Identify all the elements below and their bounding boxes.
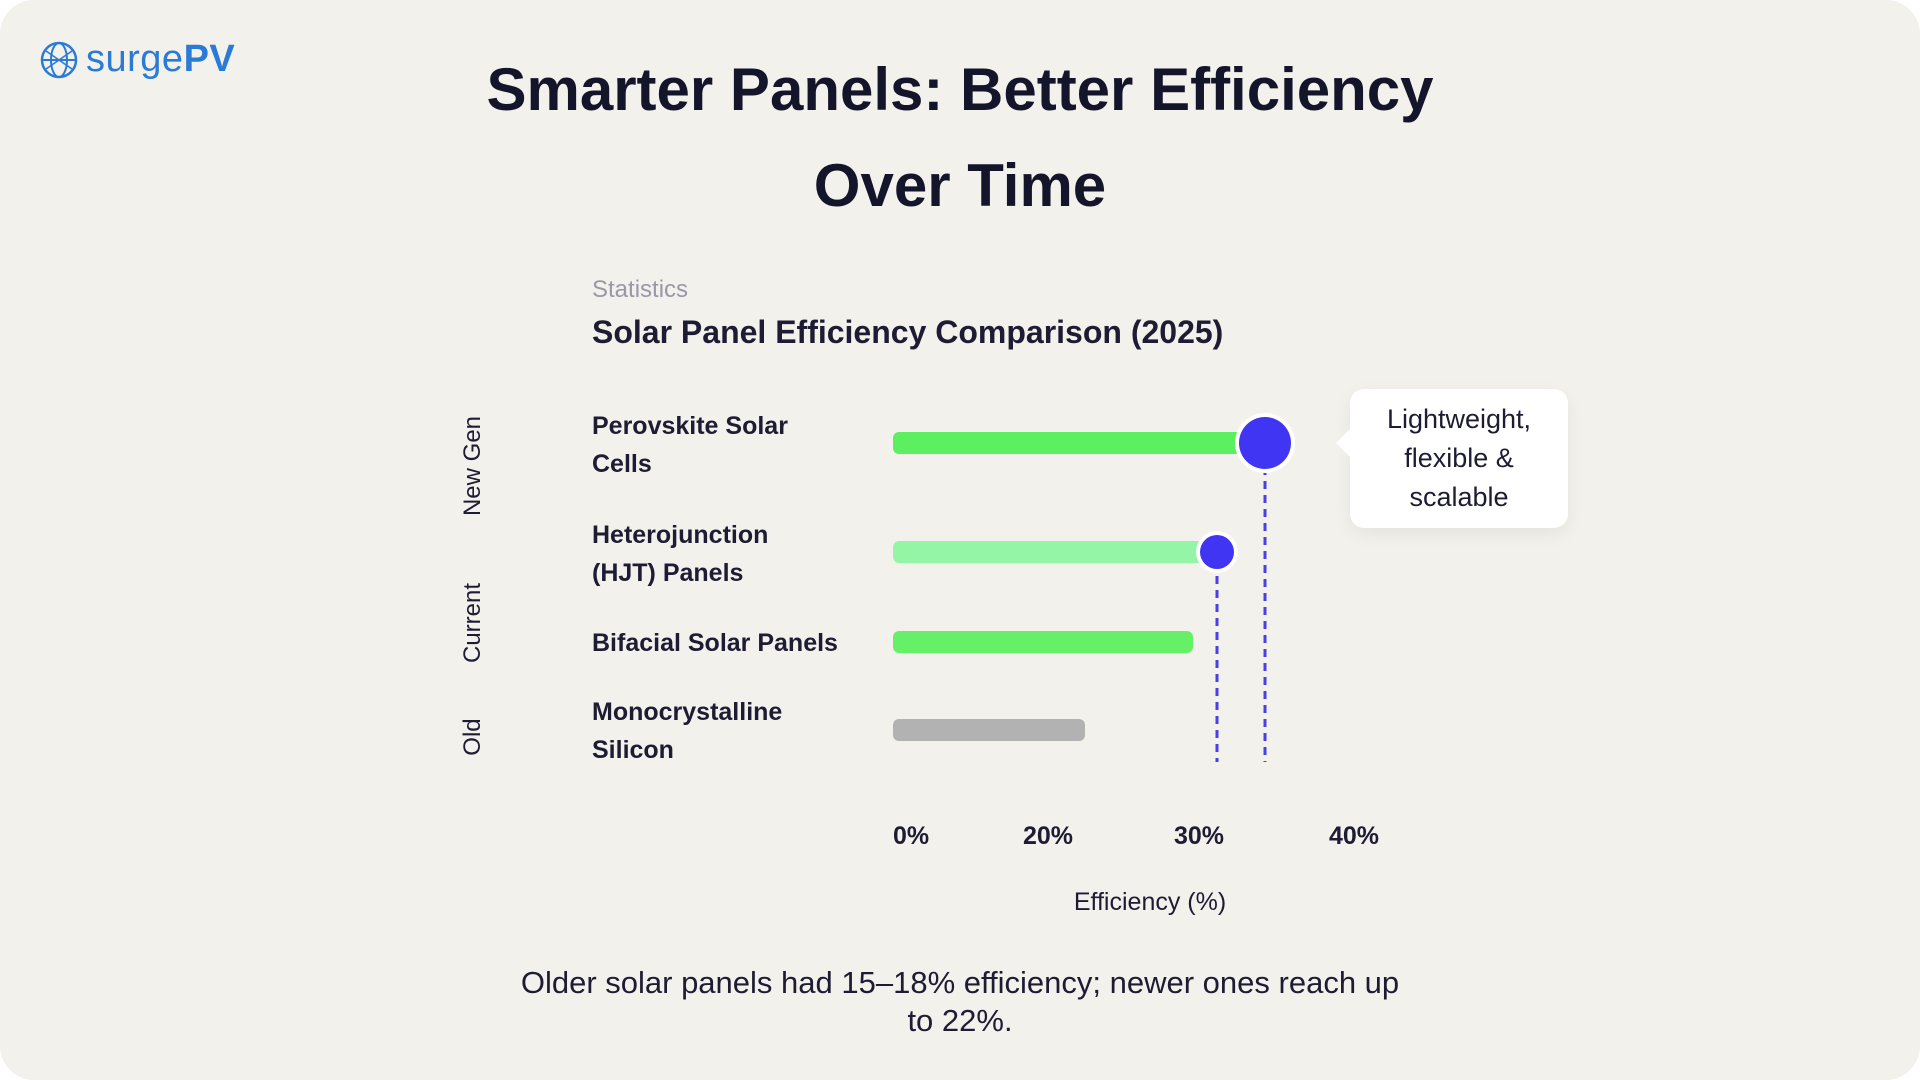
x-axis-label: Efficiency (%) — [1074, 888, 1226, 916]
chart-kicker: Statistics — [592, 276, 689, 303]
category-label: Perovskite Solar — [592, 412, 788, 440]
bar — [893, 631, 1193, 653]
category-label: Silicon — [592, 736, 674, 764]
category-label: Heterojunction — [592, 521, 768, 549]
brand-name: surgePV — [86, 38, 236, 80]
x-tick-label: 40% — [1329, 822, 1379, 850]
globe-icon — [40, 41, 78, 78]
category-label: Monocrystalline — [592, 698, 782, 726]
bar — [893, 719, 1085, 741]
marker-point — [1200, 535, 1234, 569]
chart-title: Solar Panel Efficiency Comparison (2025) — [592, 314, 1224, 350]
footer-note: Older solar panels had 15–18% efficiency… — [520, 965, 1400, 1038]
category-label: (HJT) Panels — [592, 559, 743, 587]
page-title: Smarter Panels: Better Efficiency Over T… — [486, 56, 1434, 219]
category-label: Cells — [592, 450, 652, 478]
group-label: Current — [459, 583, 486, 663]
bar — [893, 541, 1217, 563]
brand-logo: surgePV — [38, 38, 235, 81]
group-label: Old — [459, 718, 486, 755]
bar — [893, 432, 1265, 454]
x-tick-label: 30% — [1174, 822, 1224, 850]
annotation-callout: Lightweight, flexible & scalable — [1336, 389, 1568, 528]
x-tick-label: 0% — [893, 822, 929, 850]
marker-point — [1239, 417, 1291, 469]
annotation-text: Lightweight, flexible & scalable — [1386, 404, 1532, 512]
x-tick-label: 20% — [1023, 822, 1073, 850]
category-label: Bifacial Solar Panels — [592, 629, 838, 657]
group-label: New Gen — [459, 416, 486, 516]
